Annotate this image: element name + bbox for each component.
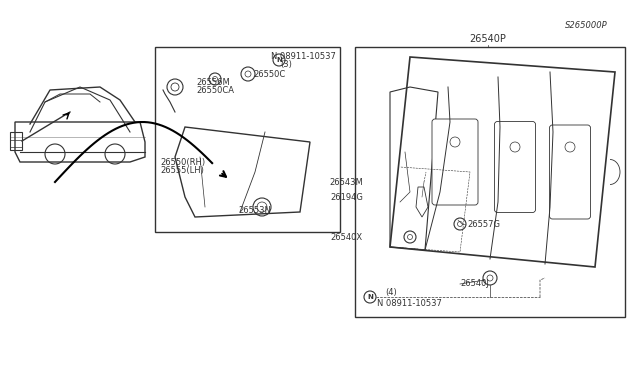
FancyBboxPatch shape	[495, 122, 536, 212]
Text: 26553N: 26553N	[238, 205, 271, 215]
Text: 26540X: 26540X	[331, 232, 363, 241]
FancyBboxPatch shape	[550, 125, 591, 219]
Text: S265000P: S265000P	[565, 20, 608, 29]
Text: N: N	[367, 294, 373, 300]
Text: 26550CA: 26550CA	[196, 86, 234, 94]
Text: (3): (3)	[280, 60, 292, 68]
Text: 26543M: 26543M	[329, 177, 363, 186]
FancyBboxPatch shape	[355, 47, 625, 317]
Text: 26556M: 26556M	[196, 77, 230, 87]
Text: (4): (4)	[385, 289, 397, 298]
FancyBboxPatch shape	[432, 119, 478, 205]
Text: 26194G: 26194G	[330, 192, 363, 202]
Text: N: N	[276, 57, 282, 63]
FancyBboxPatch shape	[155, 47, 340, 232]
Text: 26550C: 26550C	[253, 70, 285, 78]
Polygon shape	[416, 187, 428, 217]
Text: 26555(LH): 26555(LH)	[160, 166, 204, 174]
Text: 26557G: 26557G	[467, 219, 500, 228]
Text: 26550(RH): 26550(RH)	[160, 157, 205, 167]
Text: N 08911-10537: N 08911-10537	[271, 51, 336, 61]
Text: N 08911-10537: N 08911-10537	[377, 299, 442, 308]
Text: 26540J: 26540J	[460, 279, 489, 289]
Text: 26540P: 26540P	[470, 34, 506, 44]
